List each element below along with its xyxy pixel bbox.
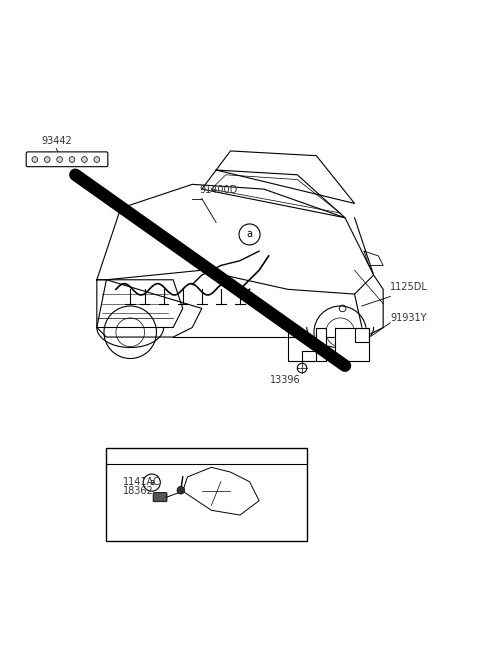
Text: 13396: 13396 (270, 375, 300, 385)
Polygon shape (183, 467, 259, 515)
Circle shape (57, 157, 62, 162)
Circle shape (177, 487, 185, 494)
Text: 1125DL: 1125DL (390, 282, 428, 291)
Bar (107, 448, 307, 541)
Polygon shape (97, 280, 202, 337)
Text: 93442: 93442 (41, 136, 72, 146)
Circle shape (69, 157, 75, 162)
Text: a: a (149, 478, 154, 487)
Text: 18362: 18362 (123, 487, 154, 496)
FancyBboxPatch shape (153, 493, 167, 502)
FancyBboxPatch shape (26, 152, 108, 166)
Text: a: a (247, 229, 252, 240)
Circle shape (44, 157, 50, 162)
Circle shape (94, 157, 100, 162)
Polygon shape (288, 328, 326, 361)
Circle shape (32, 157, 37, 162)
Polygon shape (336, 328, 369, 361)
Circle shape (82, 157, 87, 162)
Text: 1141AC: 1141AC (123, 477, 161, 487)
Text: 91400D: 91400D (199, 185, 238, 195)
Text: 91931Y: 91931Y (390, 312, 427, 323)
